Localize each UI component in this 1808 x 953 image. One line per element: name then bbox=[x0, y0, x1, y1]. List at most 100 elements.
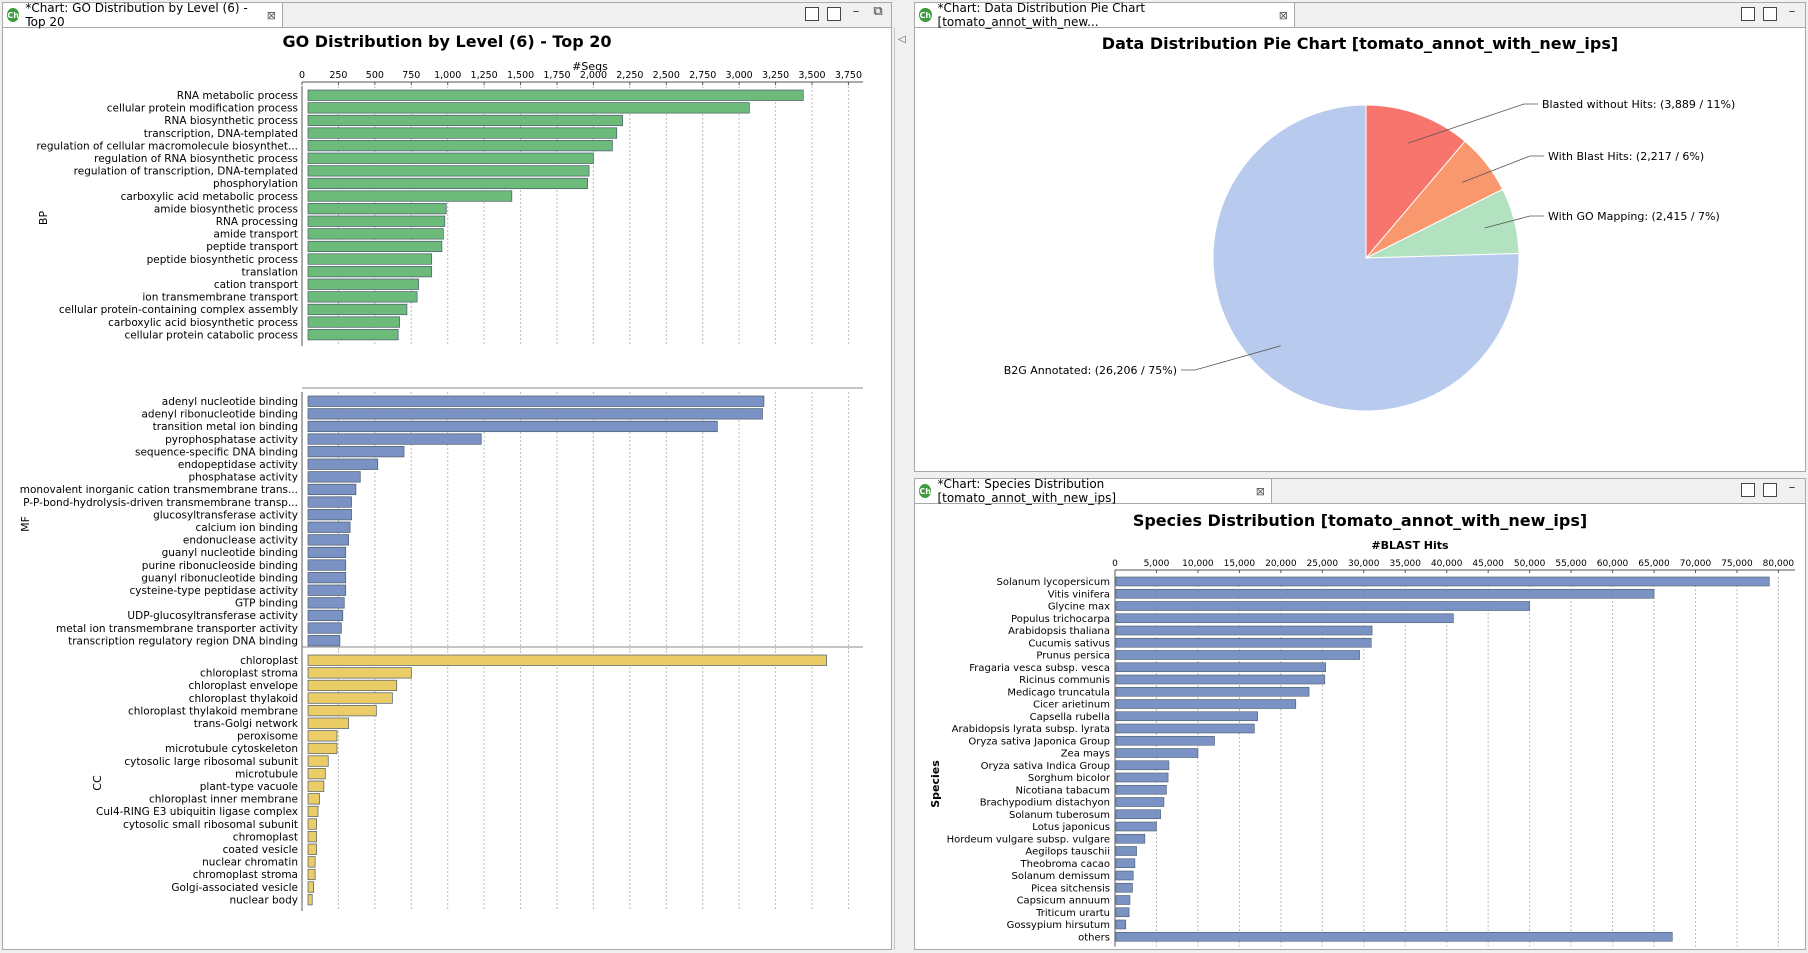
category-label: Lotus japonicus bbox=[1032, 822, 1110, 833]
category-label: carboxylic acid metabolic process bbox=[121, 191, 298, 203]
x-tick-label: 25,000 bbox=[1307, 559, 1339, 569]
pie-tab-tools: – bbox=[1741, 4, 1799, 21]
pie-label-leader bbox=[1181, 345, 1281, 371]
category-label: Glycine max bbox=[1048, 602, 1110, 613]
category-label: RNA biosynthetic process bbox=[164, 115, 298, 127]
x-tick-label: 2,000 bbox=[580, 70, 607, 81]
bar bbox=[307, 856, 316, 868]
x-tick-label: 50,000 bbox=[1514, 559, 1546, 569]
category-label: others bbox=[1078, 932, 1110, 943]
bar bbox=[307, 654, 827, 666]
close-icon[interactable]: ⊠ bbox=[1255, 484, 1265, 498]
minimize-icon[interactable]: – bbox=[1788, 4, 1796, 19]
pie-label-leader bbox=[1484, 215, 1544, 229]
category-label: guanyl nucleotide binding bbox=[162, 547, 298, 559]
go-distribution-chart: GO Distribution by Level (6) - Top 20 #Se… bbox=[19, 32, 863, 911]
category-label: transcription, DNA-templated bbox=[144, 128, 298, 140]
save-as-icon[interactable] bbox=[827, 7, 841, 21]
x-tick-label: 3,500 bbox=[798, 70, 825, 81]
bar bbox=[307, 303, 408, 316]
pie-slice-label: With GO Mapping: (2,415 / 7%) bbox=[1548, 210, 1720, 223]
x-tick-label: 15,000 bbox=[1224, 559, 1256, 569]
go-distribution-panel: Ch *Chart: GO Distribution by Level (6) … bbox=[2, 1, 892, 950]
bar bbox=[1115, 784, 1167, 795]
x-tick-label: 250 bbox=[329, 70, 347, 81]
category-label: cellular protein catabolic process bbox=[124, 329, 298, 341]
pie-tab-title: *Chart: Data Distribution Pie Chart [tom… bbox=[937, 1, 1146, 29]
category-label: Capsella rubella bbox=[1030, 712, 1110, 723]
species-tab-bar: Ch *Chart: Species Distribution [tomato_… bbox=[915, 477, 1805, 505]
group-label: MF bbox=[19, 516, 32, 532]
minimize-icon[interactable]: – bbox=[1788, 480, 1796, 495]
pie-chart-tab[interactable]: Ch *Chart: Data Distribution Pie Chart [… bbox=[915, 1, 1295, 29]
bar bbox=[1115, 748, 1199, 758]
x-tick-label: 3,750 bbox=[835, 70, 862, 81]
category-label: cysteine-type peptidase activity bbox=[129, 585, 298, 597]
go-chart-tab[interactable]: Ch *Chart: GO Distribution by Level (6) … bbox=[3, 1, 283, 29]
chart-title: Data Distribution Pie Chart [tomato_anno… bbox=[1102, 34, 1618, 53]
category-label: Golgi-associated vesicle bbox=[171, 882, 298, 894]
save-icon[interactable] bbox=[1741, 483, 1755, 497]
minimize-icon[interactable]: – bbox=[852, 4, 860, 19]
pie-tab-bar: Ch *Chart: Data Distribution Pie Chart [… bbox=[915, 1, 1805, 29]
bar bbox=[307, 278, 419, 290]
category-label: Nicotiana tabacum bbox=[1016, 785, 1110, 796]
x-tick-label: 3,250 bbox=[762, 70, 789, 81]
x-tick-label: 45,000 bbox=[1472, 559, 1504, 569]
save-icon[interactable] bbox=[1741, 7, 1755, 21]
x-tick-label: 65,000 bbox=[1638, 559, 1670, 569]
category-label: Sorghum bicolor bbox=[1028, 773, 1111, 784]
chart-icon: Ch bbox=[7, 8, 20, 22]
category-label: Cucumis sativus bbox=[1028, 638, 1110, 649]
bar bbox=[307, 831, 317, 843]
x-tick-label: 70,000 bbox=[1680, 559, 1712, 569]
x-tick-label: 40,000 bbox=[1431, 559, 1463, 569]
go-tab-title: *Chart: GO Distribution by Level (6) - T… bbox=[25, 1, 248, 29]
category-label: trans-Golgi network bbox=[194, 718, 299, 730]
category-label: UDP-glucosyltransferase activity bbox=[127, 610, 298, 622]
bar bbox=[1115, 686, 1310, 697]
bar bbox=[307, 190, 513, 202]
save-as-icon[interactable] bbox=[1763, 483, 1777, 497]
save-as-icon[interactable] bbox=[1763, 7, 1777, 21]
category-label: monovalent inorganic cation transmembran… bbox=[20, 484, 298, 496]
bar bbox=[307, 127, 618, 139]
category-label: phosphorylation bbox=[213, 178, 298, 190]
bar bbox=[307, 717, 349, 729]
bar bbox=[1115, 919, 1127, 930]
category-label: Gossypium hirsutum bbox=[1007, 920, 1110, 931]
category-label: Hordeum vulgare subsp. vulgare bbox=[947, 834, 1110, 845]
bar bbox=[307, 266, 433, 278]
category-label: purine ribonucleoside binding bbox=[142, 560, 298, 572]
save-icon[interactable] bbox=[805, 7, 819, 21]
bar bbox=[307, 894, 313, 906]
category-label: Populus trichocarpa bbox=[1011, 614, 1110, 625]
collapse-strip: ◁ bbox=[894, 28, 911, 950]
category-label: Arabidopsis lyrata subsp. lyrata bbox=[952, 724, 1110, 735]
close-icon[interactable]: ⊠ bbox=[266, 8, 276, 22]
close-icon[interactable]: ⊠ bbox=[1278, 8, 1288, 22]
bar bbox=[307, 496, 352, 508]
category-label: peptide biosynthetic process bbox=[147, 254, 298, 266]
category-label: nuclear body bbox=[229, 894, 298, 906]
category-label: chromoplast stroma bbox=[193, 869, 298, 881]
bar bbox=[307, 705, 377, 717]
category-label: coated vesicle bbox=[223, 844, 298, 856]
bar bbox=[307, 291, 418, 303]
category-label: Picea sitchensis bbox=[1031, 883, 1110, 894]
category-label: transcription regulatory region DNA bind… bbox=[68, 635, 298, 647]
bar bbox=[307, 843, 317, 855]
bar bbox=[307, 805, 319, 818]
bar bbox=[1115, 797, 1165, 807]
pie-slice-label: Blasted without Hits: (3,889 / 11%) bbox=[1542, 98, 1735, 111]
x-tick-label: 10,000 bbox=[1182, 559, 1214, 569]
category-label: microtubule bbox=[235, 768, 298, 780]
category-label: peptide transport bbox=[206, 241, 298, 253]
category-label: Cul4-RING E3 ubiquitin ligase complex bbox=[96, 806, 298, 818]
category-label: chloroplast thylakoid membrane bbox=[128, 705, 298, 717]
restore-icon[interactable]: ⧉ bbox=[873, 4, 883, 19]
collapse-left-icon[interactable]: ◁ bbox=[898, 34, 906, 45]
category-label: cation transport bbox=[214, 279, 298, 291]
category-label: Solanum tuberosum bbox=[1009, 810, 1110, 821]
species-chart-tab[interactable]: Ch *Chart: Species Distribution [tomato_… bbox=[915, 477, 1272, 505]
